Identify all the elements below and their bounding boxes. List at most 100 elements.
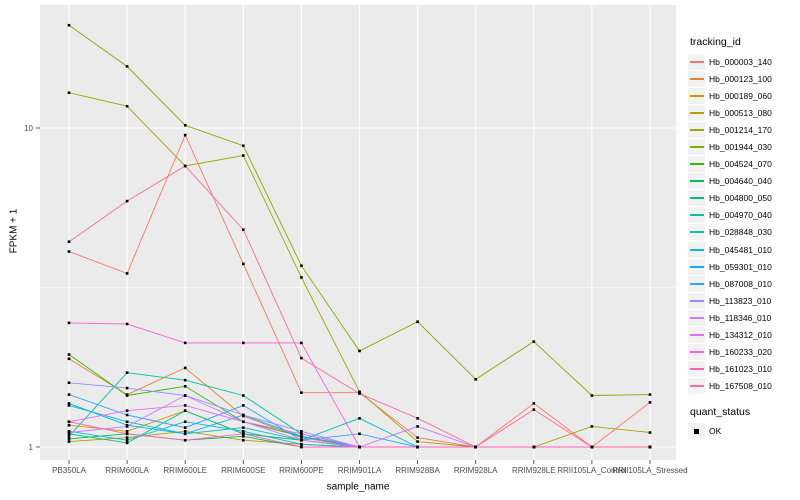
- data-point: [416, 445, 419, 449]
- legend-swatch-line-icon: [689, 163, 704, 166]
- legend-key-box: [688, 190, 705, 207]
- data-point: [125, 322, 129, 326]
- data-point: [125, 394, 129, 397]
- data-point: [242, 435, 245, 438]
- quant-ok-square-icon: [694, 428, 699, 434]
- data-point: [358, 445, 361, 449]
- legend-key-box: [688, 70, 705, 87]
- data-point: [648, 401, 652, 404]
- legend-item-label: Hb_028848_030: [709, 227, 772, 238]
- data-point: [648, 393, 652, 396]
- data-point: [242, 429, 245, 433]
- legend-item-label: Hb_000189_060: [709, 90, 772, 101]
- legend-item: Hb_001214_170: [688, 121, 800, 138]
- legend-item-label: Hb_045481_010: [709, 244, 772, 255]
- data-point: [242, 432, 245, 436]
- data-point: [67, 393, 71, 396]
- legend-item-label: Hb_001214_170: [709, 124, 772, 135]
- data-point: [67, 435, 71, 438]
- data-point: [242, 438, 245, 442]
- data-point: [300, 445, 303, 449]
- legend-key-box: [688, 224, 705, 241]
- data-point: [300, 432, 303, 436]
- x-axis-title: sample_name: [326, 481, 390, 493]
- legend-key-box: [688, 53, 705, 70]
- legend-title-tracking-id: tracking_id: [690, 36, 741, 48]
- data-point: [67, 420, 71, 424]
- data-point: [125, 425, 129, 428]
- data-point: [183, 123, 187, 127]
- x-tick-label: RRIM928LA: [454, 466, 498, 475]
- x-tick-label: RRII105LA_Stressed: [612, 466, 687, 475]
- data-point: [416, 440, 419, 443]
- x-tick-label: RRIM901LA: [338, 466, 382, 475]
- legend-item: Hb_004640_040: [688, 173, 800, 190]
- data-point: [183, 409, 187, 412]
- data-point: [183, 420, 187, 424]
- panel-background: [40, 5, 676, 460]
- data-point: [183, 133, 187, 137]
- data-point: [242, 341, 245, 345]
- data-point: [590, 394, 594, 397]
- data-point: [648, 445, 652, 449]
- data-point: [125, 199, 129, 203]
- data-point: [67, 91, 71, 95]
- legend-item-label: Hb_087008_010: [709, 278, 772, 289]
- legend-item: Hb_087008_010: [688, 275, 800, 292]
- data-point: [125, 438, 129, 442]
- data-point: [67, 357, 71, 361]
- data-point: [416, 320, 419, 324]
- legend-item-label: Hb_161023_010: [709, 364, 772, 375]
- legend-swatch-line-icon: [689, 77, 704, 80]
- data-point: [358, 417, 361, 420]
- data-point: [242, 426, 245, 429]
- data-point: [242, 144, 245, 148]
- x-tick-label: RRII105LA_Control: [557, 466, 627, 475]
- data-point: [300, 341, 303, 345]
- data-point: [183, 164, 187, 168]
- data-point: [183, 341, 187, 345]
- legend-item-label: Hb_001944_030: [709, 142, 772, 153]
- data-point: [125, 272, 129, 275]
- x-tick-label: RRIM928LE: [512, 466, 556, 475]
- data-point: [125, 371, 129, 374]
- legend-item-label: Hb_004640_040: [709, 176, 772, 187]
- legend-item-label: Hb_004970_040: [709, 210, 772, 221]
- data-point: [67, 431, 71, 434]
- legend-key-box: [688, 156, 705, 173]
- legend-swatch-line-icon: [689, 60, 704, 63]
- data-point: [532, 402, 536, 405]
- data-point: [183, 432, 187, 436]
- data-point: [242, 394, 245, 397]
- y-axis-title: FPKM + 1: [8, 208, 20, 254]
- data-point: [300, 356, 303, 360]
- legend-item-label: Hb_134312_010: [709, 330, 772, 341]
- legend-item: Hb_045481_010: [688, 241, 800, 258]
- tracking-legend-items: Hb_000003_140 Hb_000123_100 Hb_000189_060 H…: [688, 53, 800, 395]
- data-point: [590, 425, 594, 428]
- data-point: [300, 391, 303, 394]
- data-point: [67, 353, 71, 356]
- legend-item-label: OK: [709, 426, 722, 437]
- legend-item-label: Hb_000123_100: [709, 73, 772, 84]
- data-point: [590, 445, 594, 449]
- data-point: [125, 413, 129, 417]
- legend-swatch-line-icon: [689, 316, 704, 319]
- data-point: [183, 378, 187, 382]
- data-point: [67, 23, 71, 27]
- data-point: [300, 429, 303, 433]
- legend-item: Hb_059301_010: [688, 258, 800, 275]
- legend-item: Hb_167508_010: [688, 378, 800, 395]
- data-point: [242, 228, 245, 231]
- x-tick-label: PB350LA: [52, 466, 86, 475]
- data-point: [300, 264, 303, 268]
- legend-key-box: [688, 139, 705, 156]
- legend-swatch-line-icon: [689, 351, 704, 354]
- legend-key-box: [688, 378, 705, 395]
- data-point: [67, 423, 71, 427]
- legend-item-label: Hb_000003_140: [709, 56, 772, 67]
- data-point: [300, 276, 303, 279]
- data-point: [474, 445, 477, 449]
- legend-swatch-line-icon: [689, 299, 704, 302]
- legend-swatch-line-icon: [689, 111, 704, 114]
